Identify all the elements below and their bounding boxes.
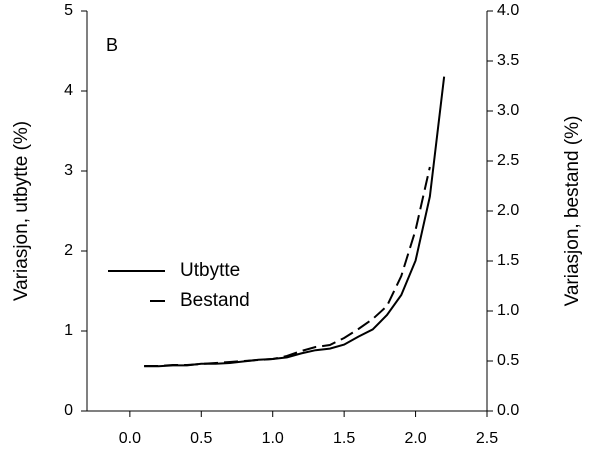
y-tick-label: 0 bbox=[64, 402, 73, 419]
y2-tick-label: 1.0 bbox=[497, 302, 519, 319]
x-tick-label: 0.5 bbox=[190, 430, 212, 447]
y-axis-label: Variasjon, utbytte (%) bbox=[11, 121, 32, 301]
y2-tick-label: 3.0 bbox=[497, 102, 519, 119]
x-tick-label: 1.5 bbox=[333, 430, 355, 447]
x-tick-label: 1.0 bbox=[262, 430, 284, 447]
series-line bbox=[144, 166, 431, 367]
y2-tick-label: 2.5 bbox=[497, 152, 519, 169]
y2-tick-label: 3.5 bbox=[497, 52, 519, 69]
y2-axis-label: Variasjon, bestand (%) bbox=[562, 116, 583, 307]
y2-tick-label: 4.0 bbox=[497, 2, 519, 19]
y2-tick-label: 2.0 bbox=[497, 202, 519, 219]
panel-label: B bbox=[106, 35, 118, 55]
y2-tick-label: 1.5 bbox=[497, 252, 519, 269]
y-tick-label: 5 bbox=[64, 2, 73, 19]
y-tick-label: 3 bbox=[64, 162, 73, 179]
y-tick-label: 4 bbox=[64, 82, 73, 99]
y-tick-label: 1 bbox=[64, 322, 73, 339]
x-tick-label: 2.0 bbox=[404, 430, 426, 447]
legend-label: Bestand bbox=[180, 290, 250, 311]
legend-label: Utbytte bbox=[180, 260, 240, 281]
series-line bbox=[144, 76, 446, 368]
x-tick-label: 2.5 bbox=[476, 430, 498, 447]
x-tick-label: 0.0 bbox=[119, 430, 141, 447]
y2-tick-label: 0.0 bbox=[497, 402, 519, 419]
y-tick-label: 2 bbox=[64, 242, 73, 259]
y2-tick-label: 0.5 bbox=[497, 352, 519, 369]
